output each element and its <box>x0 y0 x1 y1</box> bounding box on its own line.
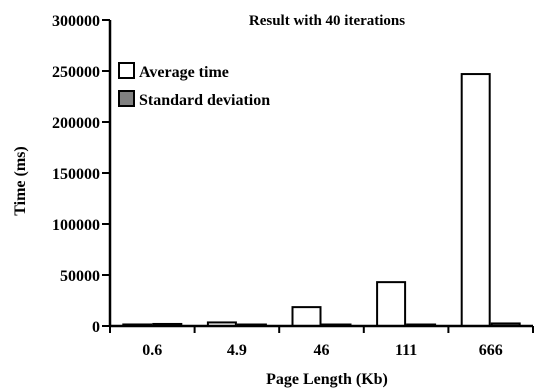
y-tick-label: 50000 <box>60 268 100 285</box>
chart-title: Result with 40 iterations <box>249 13 405 29</box>
y-tick-label: 200000 <box>52 115 100 132</box>
legend-swatch-standard-deviation <box>118 90 135 107</box>
y-tick-label: 250000 <box>52 64 100 81</box>
x-axis-title: Page Length (Kb) <box>266 371 388 388</box>
legend: Average time Standard deviation <box>118 62 270 109</box>
y-tick-label: 0 <box>92 319 100 336</box>
bar-average-time <box>291 306 322 328</box>
legend-swatch-average-time <box>118 62 135 79</box>
x-tick-label: 666 <box>479 342 503 359</box>
x-tick-label: 0.6 <box>142 342 162 359</box>
y-axis-ticks: 0 50000 100000 150000 200000 250000 300000 <box>52 13 110 336</box>
bars <box>122 73 521 328</box>
x-tick-label: 4.9 <box>227 342 247 359</box>
x-tick-label: 46 <box>314 342 330 359</box>
legend-label-average-time: Average time <box>139 64 229 81</box>
legend-label-standard-deviation: Standard deviation <box>139 92 270 109</box>
x-tick-label: 111 <box>395 342 417 359</box>
y-axis-title: Time (ms) <box>12 146 29 215</box>
y-tick-label: 300000 <box>52 13 100 30</box>
bar-average-time <box>376 281 407 328</box>
y-tick-label: 150000 <box>52 166 100 183</box>
x-axis-ticks: 0.6 4.9 46 111 666 <box>109 326 534 359</box>
y-tick-label: 100000 <box>52 217 100 234</box>
bar-average-time <box>460 73 491 327</box>
